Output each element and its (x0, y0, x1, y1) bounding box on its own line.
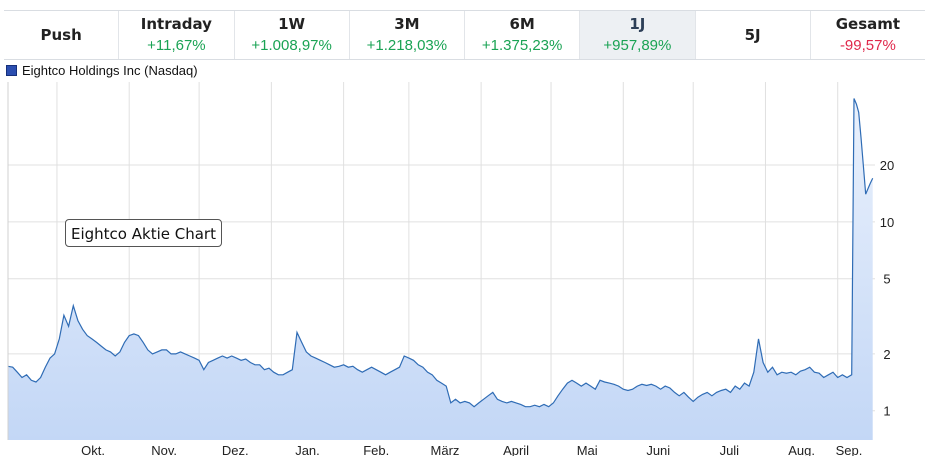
tab-6m[interactable]: 6M +1.375,23% (465, 11, 581, 59)
x-tick-label: Sep. (836, 443, 863, 456)
legend-swatch (6, 64, 17, 76)
tab-1j[interactable]: 1J +957,89% (580, 11, 696, 59)
tab-gesamt[interactable]: Gesamt -99,57% (811, 11, 925, 59)
tab-change: +957,89% (603, 36, 672, 54)
tab-label: Push (40, 25, 82, 44)
x-tick-label: Dez. (222, 443, 249, 456)
x-tick-label: Okt. (81, 443, 105, 456)
period-tabs: Push Intraday +11,67% 1W +1.008,97% 3M +1.218,… (4, 10, 925, 60)
x-axis-labels: Okt. Nov. Dez. Jan. Feb. März April Mai Juni Juli… (81, 443, 862, 456)
y-tick-label: 20 (880, 158, 894, 173)
tab-intraday[interactable]: Intraday +11,67% (119, 11, 235, 59)
chart-annotation-label: Eightco Aktie Chart (65, 219, 222, 247)
x-tick-label: Juni (646, 443, 670, 456)
y-tick-label: 10 (880, 215, 894, 230)
y-tick-label: 1 (883, 404, 890, 419)
tab-label: 1W (278, 14, 306, 33)
x-tick-label: März (431, 443, 460, 456)
price-line (7, 98, 874, 408)
x-tick-label: Jan. (295, 443, 320, 456)
y-tick-label: 5 (883, 272, 890, 287)
price-area (8, 98, 873, 440)
y-axis-labels: 1 2 5 10 20 (880, 158, 894, 419)
y-tick-label: 2 (883, 347, 890, 362)
tab-change: +11,67% (147, 36, 206, 54)
x-tick-label: Feb. (363, 443, 389, 456)
legend-label: Eightco Holdings Inc (Nasdaq) (22, 62, 198, 78)
tab-1w[interactable]: 1W +1.008,97% (235, 11, 350, 59)
tab-label: Intraday (140, 14, 212, 33)
tab-label: 1J (629, 14, 646, 33)
tab-label: 5J (744, 25, 761, 44)
tab-label: Gesamt (835, 14, 901, 33)
x-tick-label: Juli (720, 443, 740, 456)
tab-label: 3M (394, 14, 420, 33)
x-tick-label: Aug. (788, 443, 815, 456)
tab-change: -99,57% (839, 36, 896, 54)
chart-legend: Eightco Holdings Inc (Nasdaq) (6, 62, 198, 78)
tab-change: +1.375,23% (481, 36, 563, 54)
x-tick-label: Nov. (151, 443, 177, 456)
tab-change: +1.218,03% (366, 36, 448, 54)
tab-change: +1.008,97% (251, 36, 332, 54)
tab-push[interactable]: Push (4, 11, 120, 59)
x-tick-label: April (503, 443, 529, 456)
tab-5j[interactable]: 5J (696, 11, 811, 59)
x-tick-label: Mai (577, 443, 598, 456)
tab-label: 6M (509, 14, 535, 33)
tab-3m[interactable]: 3M +1.218,03% (350, 11, 465, 59)
